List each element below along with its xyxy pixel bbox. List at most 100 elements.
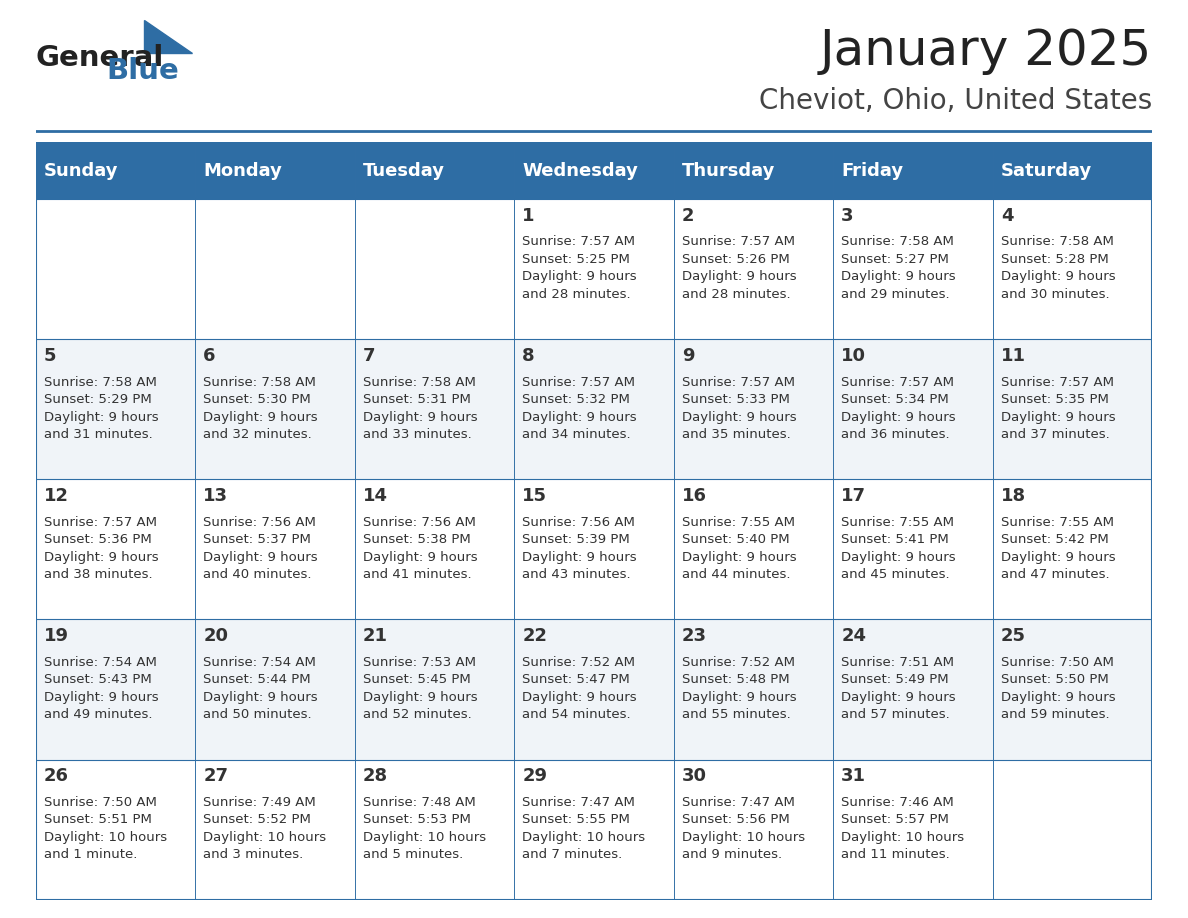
Bar [36, 142, 195, 199]
Bar [355, 620, 514, 759]
Bar [355, 142, 514, 199]
Text: Sunrise: 7:52 AM
Sunset: 5:47 PM
Daylight: 9 hours
and 54 minutes.: Sunrise: 7:52 AM Sunset: 5:47 PM Dayligh… [523, 655, 637, 722]
Text: January 2025: January 2025 [820, 28, 1152, 75]
Bar [993, 199, 1152, 339]
Text: 15: 15 [523, 487, 548, 505]
Bar [993, 142, 1152, 199]
Text: Sunrise: 7:56 AM
Sunset: 5:38 PM
Daylight: 9 hours
and 41 minutes.: Sunrise: 7:56 AM Sunset: 5:38 PM Dayligh… [362, 516, 478, 581]
Bar [993, 759, 1152, 900]
Text: 29: 29 [523, 767, 548, 785]
Bar [674, 339, 833, 479]
Text: Blue: Blue [106, 57, 179, 84]
Bar [833, 142, 993, 199]
Text: Sunrise: 7:58 AM
Sunset: 5:30 PM
Daylight: 9 hours
and 32 minutes.: Sunrise: 7:58 AM Sunset: 5:30 PM Dayligh… [203, 375, 317, 441]
Text: Tuesday: Tuesday [362, 162, 444, 180]
Bar [993, 479, 1152, 620]
Text: 31: 31 [841, 767, 866, 785]
Bar [514, 142, 674, 199]
Text: Sunrise: 7:56 AM
Sunset: 5:39 PM
Daylight: 9 hours
and 43 minutes.: Sunrise: 7:56 AM Sunset: 5:39 PM Dayligh… [523, 516, 637, 581]
Bar [514, 620, 674, 759]
Bar [833, 199, 993, 339]
Text: Sunrise: 7:56 AM
Sunset: 5:37 PM
Daylight: 9 hours
and 40 minutes.: Sunrise: 7:56 AM Sunset: 5:37 PM Dayligh… [203, 516, 317, 581]
Text: 1: 1 [523, 207, 535, 225]
Text: Wednesday: Wednesday [523, 162, 638, 180]
Text: Sunrise: 7:47 AM
Sunset: 5:55 PM
Daylight: 10 hours
and 7 minutes.: Sunrise: 7:47 AM Sunset: 5:55 PM Dayligh… [523, 796, 645, 861]
Bar [833, 479, 993, 620]
Bar [36, 759, 195, 900]
Text: Sunrise: 7:48 AM
Sunset: 5:53 PM
Daylight: 10 hours
and 5 minutes.: Sunrise: 7:48 AM Sunset: 5:53 PM Dayligh… [362, 796, 486, 861]
Bar [36, 339, 195, 479]
Bar [514, 199, 674, 339]
Text: 10: 10 [841, 347, 866, 364]
Bar [674, 142, 833, 199]
Bar [993, 620, 1152, 759]
Text: Sunrise: 7:51 AM
Sunset: 5:49 PM
Daylight: 9 hours
and 57 minutes.: Sunrise: 7:51 AM Sunset: 5:49 PM Dayligh… [841, 655, 956, 722]
Text: 23: 23 [682, 627, 707, 645]
Text: 2: 2 [682, 207, 694, 225]
Text: 7: 7 [362, 347, 375, 364]
Bar [674, 479, 833, 620]
Text: Sunrise: 7:58 AM
Sunset: 5:28 PM
Daylight: 9 hours
and 30 minutes.: Sunrise: 7:58 AM Sunset: 5:28 PM Dayligh… [1000, 235, 1116, 301]
Text: Sunrise: 7:58 AM
Sunset: 5:27 PM
Daylight: 9 hours
and 29 minutes.: Sunrise: 7:58 AM Sunset: 5:27 PM Dayligh… [841, 235, 956, 301]
Bar [36, 479, 195, 620]
Text: 11: 11 [1000, 347, 1025, 364]
Text: 27: 27 [203, 767, 228, 785]
Text: Monday: Monday [203, 162, 282, 180]
Polygon shape [144, 20, 191, 52]
Bar [355, 759, 514, 900]
Text: 16: 16 [682, 487, 707, 505]
Text: Sunday: Sunday [44, 162, 118, 180]
Text: Sunrise: 7:47 AM
Sunset: 5:56 PM
Daylight: 10 hours
and 9 minutes.: Sunrise: 7:47 AM Sunset: 5:56 PM Dayligh… [682, 796, 804, 861]
Bar [36, 620, 195, 759]
Text: Sunrise: 7:57 AM
Sunset: 5:36 PM
Daylight: 9 hours
and 38 minutes.: Sunrise: 7:57 AM Sunset: 5:36 PM Dayligh… [44, 516, 158, 581]
Bar [833, 620, 993, 759]
Text: 28: 28 [362, 767, 387, 785]
Bar [674, 759, 833, 900]
Text: Sunrise: 7:52 AM
Sunset: 5:48 PM
Daylight: 9 hours
and 55 minutes.: Sunrise: 7:52 AM Sunset: 5:48 PM Dayligh… [682, 655, 796, 722]
Text: Sunrise: 7:57 AM
Sunset: 5:33 PM
Daylight: 9 hours
and 35 minutes.: Sunrise: 7:57 AM Sunset: 5:33 PM Dayligh… [682, 375, 796, 441]
Bar [195, 759, 355, 900]
Bar [355, 199, 514, 339]
Text: 13: 13 [203, 487, 228, 505]
Bar [674, 199, 833, 339]
Text: Sunrise: 7:50 AM
Sunset: 5:51 PM
Daylight: 10 hours
and 1 minute.: Sunrise: 7:50 AM Sunset: 5:51 PM Dayligh… [44, 796, 166, 861]
Bar [195, 199, 355, 339]
Text: Sunrise: 7:50 AM
Sunset: 5:50 PM
Daylight: 9 hours
and 59 minutes.: Sunrise: 7:50 AM Sunset: 5:50 PM Dayligh… [1000, 655, 1116, 722]
Text: 24: 24 [841, 627, 866, 645]
Bar [195, 142, 355, 199]
Text: Sunrise: 7:54 AM
Sunset: 5:43 PM
Daylight: 9 hours
and 49 minutes.: Sunrise: 7:54 AM Sunset: 5:43 PM Dayligh… [44, 655, 158, 722]
Bar [674, 620, 833, 759]
Text: 20: 20 [203, 627, 228, 645]
Text: Sunrise: 7:57 AM
Sunset: 5:25 PM
Daylight: 9 hours
and 28 minutes.: Sunrise: 7:57 AM Sunset: 5:25 PM Dayligh… [523, 235, 637, 301]
Bar [833, 759, 993, 900]
Bar [195, 479, 355, 620]
Text: 3: 3 [841, 207, 854, 225]
Text: 21: 21 [362, 627, 387, 645]
Text: 18: 18 [1000, 487, 1026, 505]
Text: 22: 22 [523, 627, 548, 645]
Text: 26: 26 [44, 767, 69, 785]
Bar [195, 339, 355, 479]
Text: Sunrise: 7:55 AM
Sunset: 5:42 PM
Daylight: 9 hours
and 47 minutes.: Sunrise: 7:55 AM Sunset: 5:42 PM Dayligh… [1000, 516, 1116, 581]
Bar [355, 479, 514, 620]
Bar [36, 199, 195, 339]
Text: 12: 12 [44, 487, 69, 505]
Text: 5: 5 [44, 347, 56, 364]
Text: Sunrise: 7:57 AM
Sunset: 5:34 PM
Daylight: 9 hours
and 36 minutes.: Sunrise: 7:57 AM Sunset: 5:34 PM Dayligh… [841, 375, 956, 441]
Text: Sunrise: 7:49 AM
Sunset: 5:52 PM
Daylight: 10 hours
and 3 minutes.: Sunrise: 7:49 AM Sunset: 5:52 PM Dayligh… [203, 796, 327, 861]
Text: 17: 17 [841, 487, 866, 505]
Text: Sunrise: 7:55 AM
Sunset: 5:41 PM
Daylight: 9 hours
and 45 minutes.: Sunrise: 7:55 AM Sunset: 5:41 PM Dayligh… [841, 516, 956, 581]
Text: 19: 19 [44, 627, 69, 645]
Bar [514, 479, 674, 620]
Text: Friday: Friday [841, 162, 903, 180]
Bar [195, 620, 355, 759]
Text: 30: 30 [682, 767, 707, 785]
Bar [514, 759, 674, 900]
Text: 9: 9 [682, 347, 694, 364]
Text: Sunrise: 7:46 AM
Sunset: 5:57 PM
Daylight: 10 hours
and 11 minutes.: Sunrise: 7:46 AM Sunset: 5:57 PM Dayligh… [841, 796, 965, 861]
Text: 14: 14 [362, 487, 387, 505]
Text: Sunrise: 7:57 AM
Sunset: 5:35 PM
Daylight: 9 hours
and 37 minutes.: Sunrise: 7:57 AM Sunset: 5:35 PM Dayligh… [1000, 375, 1116, 441]
Text: 6: 6 [203, 347, 216, 364]
Text: Sunrise: 7:55 AM
Sunset: 5:40 PM
Daylight: 9 hours
and 44 minutes.: Sunrise: 7:55 AM Sunset: 5:40 PM Dayligh… [682, 516, 796, 581]
Text: 25: 25 [1000, 627, 1025, 645]
